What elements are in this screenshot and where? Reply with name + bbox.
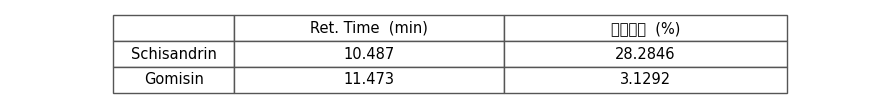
Bar <box>234 41 503 67</box>
Text: 11.473: 11.473 <box>343 72 394 87</box>
Text: Schisandrin: Schisandrin <box>131 47 217 62</box>
Bar <box>113 15 234 41</box>
Bar <box>113 41 234 67</box>
Bar <box>113 67 234 93</box>
Bar <box>234 67 503 93</box>
Bar <box>503 15 786 41</box>
Bar <box>234 15 503 41</box>
Text: 3.1292: 3.1292 <box>619 72 670 87</box>
Text: 상대함량  (%): 상대함량 (%) <box>610 21 680 36</box>
Text: 28.2846: 28.2846 <box>615 47 674 62</box>
Bar <box>503 67 786 93</box>
Text: Ret. Time  (min): Ret. Time (min) <box>310 21 428 36</box>
Text: 10.487: 10.487 <box>343 47 395 62</box>
Text: Gomisin: Gomisin <box>144 72 203 87</box>
Bar <box>503 41 786 67</box>
